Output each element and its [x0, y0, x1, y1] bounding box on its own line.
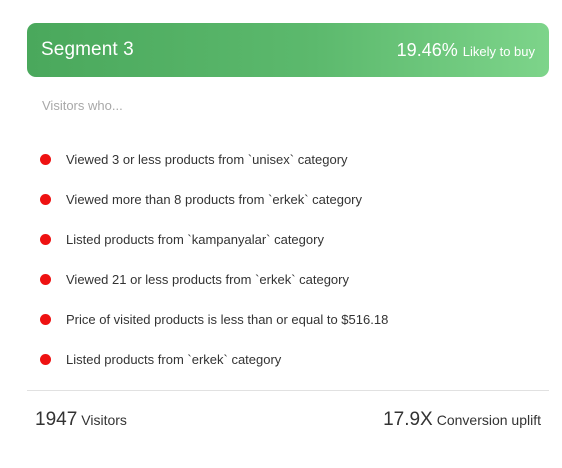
uplift-value: 17.9X: [383, 409, 433, 430]
rule-text: Listed products from `kampanyalar` categ…: [66, 231, 324, 247]
bullet-dot-icon: [40, 193, 51, 205]
list-item: Viewed 21 or less products from `erkek` …: [40, 259, 388, 299]
likelihood: 19.46% Likely to buy: [397, 40, 535, 61]
rules-heading: Visitors who...: [42, 98, 123, 113]
list-item: Listed products from `kampanyalar` categ…: [40, 219, 388, 259]
segment-footer: 1947 Visitors 17.9X Conversion uplift: [35, 409, 541, 431]
visitors-stat: 1947 Visitors: [35, 409, 127, 431]
visitors-count: 1947: [35, 409, 78, 430]
segment-header: Segment 3 19.46% Likely to buy: [27, 23, 549, 77]
likelihood-label: Likely to buy: [462, 43, 535, 59]
rule-text: Listed products from `erkek` category: [66, 351, 282, 367]
segment-title: Segment 3: [41, 39, 134, 60]
rule-list: Viewed 3 or less products from `unisex` …: [40, 139, 388, 379]
list-item: Listed products from `erkek` category: [40, 339, 388, 379]
bullet-dot-icon: [40, 353, 51, 365]
rule-text: Viewed 3 or less products from `unisex` …: [66, 151, 348, 167]
divider: [27, 390, 549, 391]
bullet-dot-icon: [40, 153, 51, 165]
rule-text: Price of visited products is less than o…: [66, 311, 389, 327]
likelihood-value: 19.46%: [396, 39, 458, 60]
uplift-stat: 17.9X Conversion uplift: [383, 409, 541, 431]
list-item: Viewed more than 8 products from `erkek`…: [40, 179, 388, 219]
list-item: Price of visited products is less than o…: [40, 299, 388, 339]
bullet-dot-icon: [40, 313, 51, 325]
list-item: Viewed 3 or less products from `unisex` …: [40, 139, 388, 179]
rule-text: Viewed 21 or less products from `erkek` …: [66, 271, 349, 287]
rule-text: Viewed more than 8 products from `erkek`…: [66, 191, 363, 207]
bullet-dot-icon: [40, 273, 51, 285]
uplift-label: Conversion uplift: [436, 412, 541, 428]
visitors-label: Visitors: [81, 412, 127, 428]
bullet-dot-icon: [40, 233, 51, 245]
